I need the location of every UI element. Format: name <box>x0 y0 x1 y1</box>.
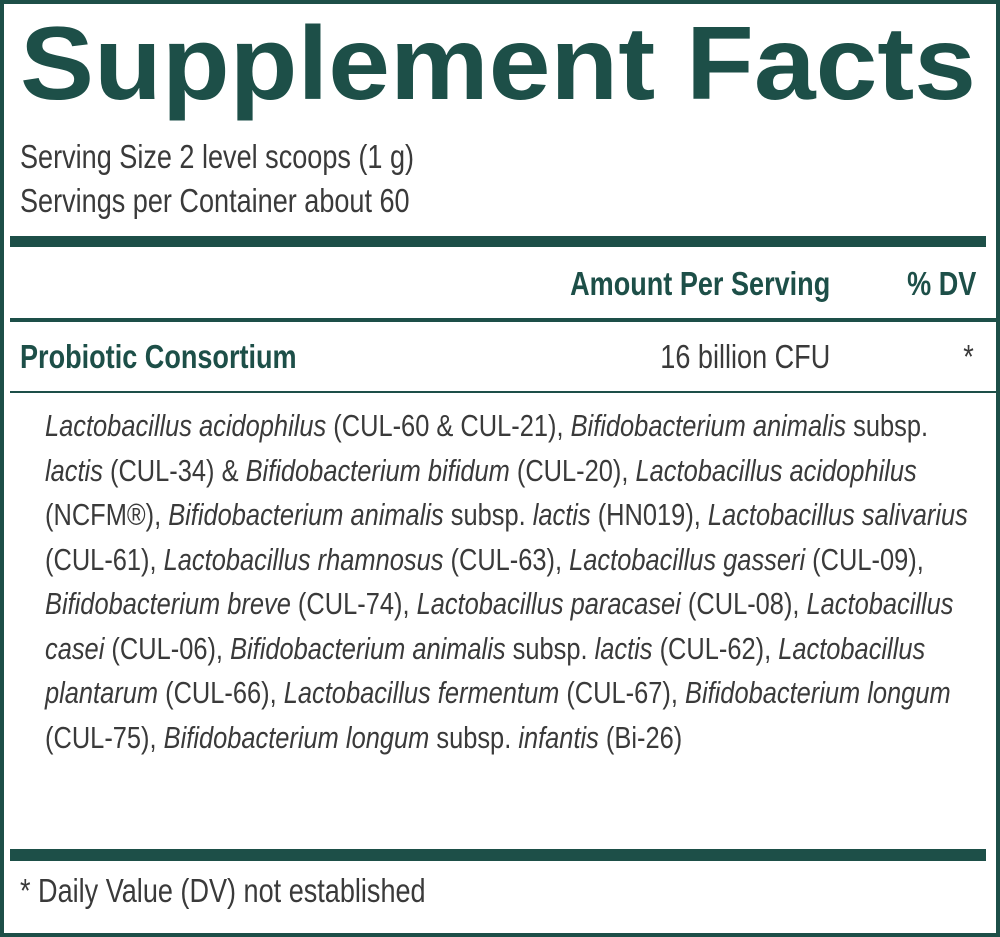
thin-rule <box>10 391 996 393</box>
species-name: Bifidobacterium bifidum <box>245 452 510 488</box>
species-name: Bifidobacterium animalis <box>570 408 847 443</box>
strain-text: (CUL-09), <box>805 541 931 577</box>
strain-text: subsp. <box>429 719 519 755</box>
species-name: lactis <box>45 452 103 488</box>
strain-text: (CUL-60 & CUL-21), <box>326 408 571 443</box>
strain-text: subsp. <box>846 408 936 443</box>
strain-text: (Bi-26) <box>598 719 683 755</box>
strain-text: (CUL-34) & <box>102 452 246 488</box>
strain-text: subsp. <box>505 630 595 666</box>
title: Supplement Facts <box>20 6 976 122</box>
servings-per-container: Servings per Container about 60 <box>20 182 410 219</box>
species-name: Lactobacillus salivarius <box>707 497 968 532</box>
species-name: Bifidobacterium longum <box>684 675 951 710</box>
strain-text: (CUL-20), <box>509 452 636 488</box>
species-name: Bifidobacterium animalis <box>230 630 506 666</box>
species-name: lactis <box>532 497 591 532</box>
species-name: Lactobacillus gasseri <box>569 541 806 577</box>
species-name: infantis <box>518 719 599 755</box>
row-amount: 16 billion CFU <box>660 338 830 375</box>
strain-text: (CUL-62), <box>652 630 779 666</box>
column-amount: Amount Per Serving <box>569 265 830 302</box>
strain-text: (HN019), <box>590 497 708 532</box>
column-dv: % DV <box>906 265 976 302</box>
species-name: Bifidobacterium animalis <box>168 497 444 532</box>
species-name: Lactobacillus fermentum <box>283 675 560 710</box>
species-name: Bifidobacterium longum <box>163 719 430 755</box>
strain-text: (CUL-74), <box>290 586 417 621</box>
thick-rule <box>10 849 986 861</box>
species-name: Lactobacillus rhamnosus <box>163 541 444 577</box>
serving-size: Serving Size 2 level scoops (1 g) <box>20 138 415 175</box>
thick-rule <box>10 236 986 247</box>
strain-text: (NCFM®), <box>45 452 924 532</box>
strain-text: (CUL-06), <box>104 630 231 666</box>
species-name: Lactobacillus acidophilus <box>45 408 327 443</box>
title-box: Supplement Facts <box>20 6 976 122</box>
species-name: lactis <box>594 630 653 666</box>
rule <box>10 318 996 322</box>
ingredients: Lactobacillus acidophilus (CUL-60 & CUL-… <box>45 404 985 760</box>
row-dv: * <box>963 338 974 375</box>
species-name: Lactobacillus paracasei <box>416 586 681 621</box>
strain-text: subsp. <box>443 497 533 532</box>
footnote: * Daily Value (DV) not established <box>20 872 426 909</box>
species-name: Lactobacillus plantarum <box>45 630 933 711</box>
row-name: Probiotic Consortium <box>20 338 297 375</box>
strain-text: (CUL-75), <box>45 675 958 755</box>
strain-text: (CUL-63), <box>443 541 570 577</box>
strain-text: (CUL-61), <box>45 497 975 577</box>
species-name: Lactobacillus casei <box>45 586 961 666</box>
strain-text: (CUL-08), <box>680 586 807 621</box>
species-name: Lactobacillus acidophilus <box>635 452 917 488</box>
species-name: Bifidobacterium breve <box>45 586 291 621</box>
strain-text: (CUL-66), <box>158 675 284 710</box>
strain-text: (CUL-67), <box>559 675 685 710</box>
